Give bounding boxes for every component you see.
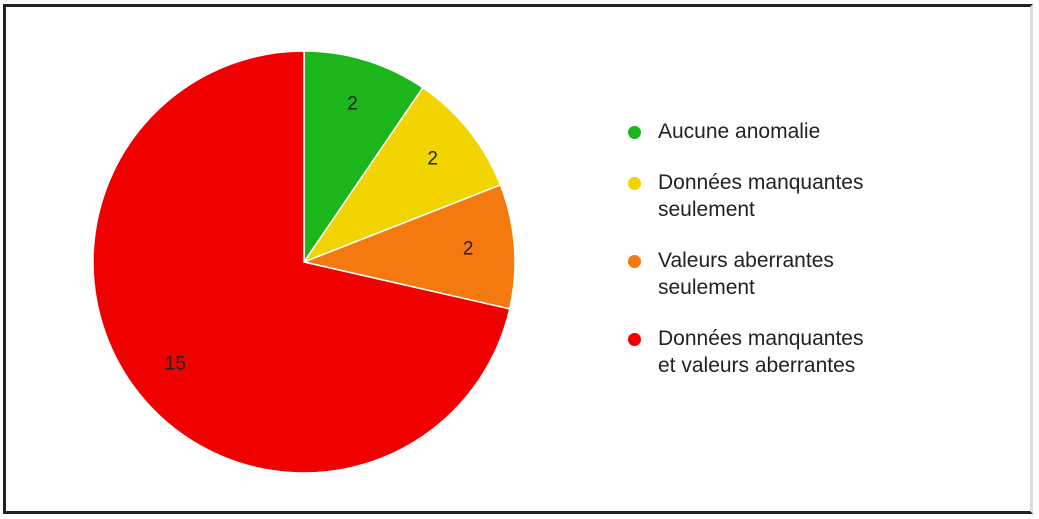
legend-label: Données manquantes seulement [658,171,864,221]
legend-marker [628,177,641,190]
legend-item: Données manquantes et valeurs aberrantes [626,325,876,379]
pie-slice [92,50,511,474]
legend-item: Aucune anomalie [626,118,876,145]
data-label: 15 [165,354,186,375]
legend-marker [628,126,641,139]
legend-item: Valeurs aberrantes seulement [626,247,876,301]
legend-marker [628,333,641,346]
pie-slice [301,183,516,310]
legend-label: Aucune anomalie [658,120,821,143]
legend-label: Données manquantes et valeurs aberrantes [658,327,864,377]
data-label: 2 [347,94,358,115]
pie-slice [303,50,424,265]
legend: Aucune anomalie Données manquantes seulem… [626,118,876,403]
data-label: 2 [463,239,474,260]
legend-label: Valeurs aberrantes seulement [658,249,834,299]
pie-slice [302,86,502,264]
legend-item: Données manquantes seulement [626,169,876,223]
data-label: 2 [427,148,438,169]
legend-marker [628,255,641,268]
